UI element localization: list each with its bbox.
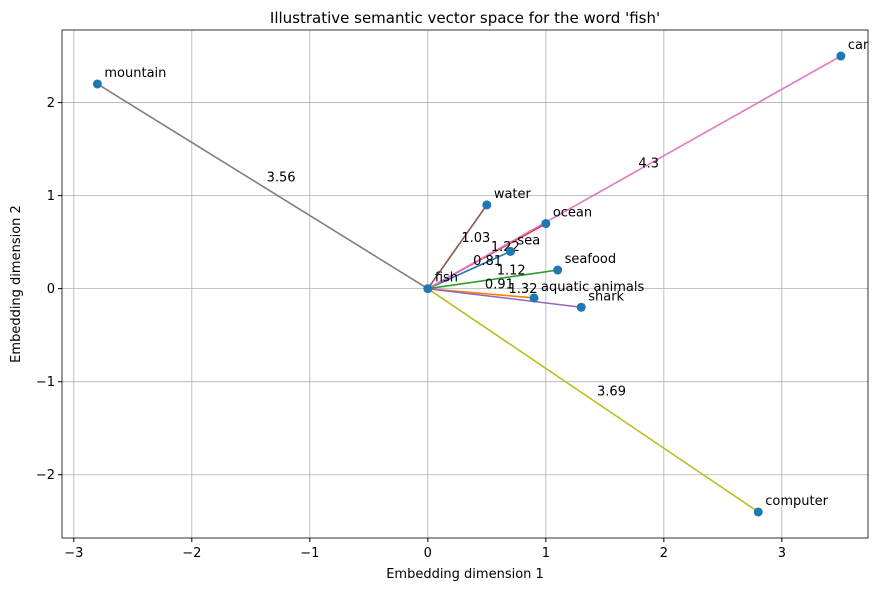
distance-label: 1.03 — [461, 231, 490, 246]
y-tick-label: 1 — [47, 189, 55, 204]
distance-label: 3.56 — [267, 170, 296, 185]
point — [753, 507, 763, 517]
link-line — [96, 83, 429, 290]
chart-title: Illustrative semantic vector space for t… — [270, 9, 660, 27]
y-tick-label: −2 — [36, 468, 55, 483]
point — [541, 219, 551, 229]
point-label: computer — [765, 494, 828, 509]
distance-label: 4.3 — [638, 156, 659, 171]
point-label: fish — [435, 271, 458, 286]
link-line — [427, 204, 488, 290]
distance-label: 0.91 — [485, 277, 514, 292]
x-tick-label: −1 — [300, 546, 319, 561]
x-tick-label: 0 — [424, 546, 432, 561]
point — [576, 302, 586, 312]
point — [529, 293, 539, 303]
y-axis-label: Embedding dimension 2 — [9, 205, 24, 363]
x-tick-label: 3 — [778, 546, 786, 561]
link-line — [427, 287, 582, 309]
distance-label: 1.22 — [491, 240, 520, 255]
distance-label: 1.32 — [509, 282, 538, 297]
x-tick-label: 2 — [660, 546, 668, 561]
distance-label: 3.69 — [597, 384, 626, 399]
point-label: sea — [517, 233, 540, 248]
point-label: water — [494, 187, 532, 202]
point-label: car — [848, 38, 869, 53]
point — [423, 284, 433, 294]
point — [482, 200, 492, 210]
link-line — [427, 269, 558, 290]
point-label: ocean — [553, 206, 592, 221]
link-line — [427, 287, 759, 513]
point — [505, 246, 515, 256]
y-tick-label: 0 — [47, 282, 55, 297]
point — [836, 51, 846, 61]
distance-label: 1.12 — [497, 263, 526, 278]
point — [553, 265, 563, 275]
point-label: aquatic animals — [541, 280, 644, 295]
plot-frame — [61, 29, 869, 539]
y-tick-label: 2 — [47, 96, 55, 111]
point — [92, 79, 102, 89]
point-label: seafood — [565, 252, 616, 267]
y-tick-label: −1 — [36, 375, 55, 390]
distance-label: 0.81 — [473, 254, 502, 269]
x-tick-label: 1 — [542, 546, 550, 561]
link-line — [427, 250, 511, 290]
point-label: mountain — [104, 66, 166, 81]
point-label: shark — [588, 289, 624, 304]
x-tick-label: −2 — [182, 546, 201, 561]
link-line — [427, 55, 842, 290]
x-axis-label: Embedding dimension 1 — [386, 567, 544, 582]
x-tick-label: −3 — [64, 546, 83, 561]
